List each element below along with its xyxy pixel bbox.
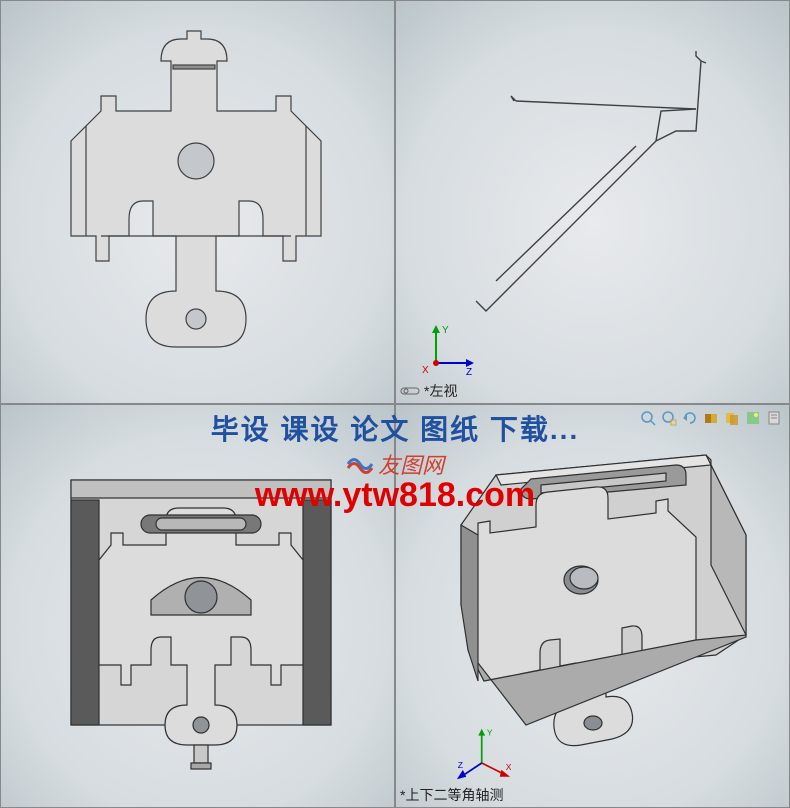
rotate-view-icon[interactable]: [681, 409, 699, 427]
view-toolbar: [639, 409, 783, 427]
display-style-icon[interactable]: [723, 409, 741, 427]
view-settings-icon[interactable]: [765, 409, 783, 427]
viewport-left[interactable]: Y Z X *左视: [395, 0, 790, 404]
view-triad: Y Z X: [416, 323, 476, 383]
zoom-area-icon[interactable]: [660, 409, 678, 427]
svg-text:X: X: [506, 762, 512, 772]
view-triad: Y X Z: [456, 727, 516, 787]
viewport-label: *上下二等角轴测: [400, 785, 503, 805]
part-shaded-view: [1, 405, 395, 808]
zoom-fit-icon[interactable]: [639, 409, 657, 427]
svg-text:Z: Z: [466, 367, 472, 378]
viewport-label-text: *上下二等角轴测: [400, 785, 503, 805]
projection-icon: [400, 385, 420, 397]
part-front-view: [1, 1, 395, 404]
section-view-icon[interactable]: [702, 409, 720, 427]
viewport-grid: Y Z X *左视: [0, 0, 790, 808]
svg-text:Y: Y: [487, 728, 493, 738]
viewport-label: *左视: [400, 381, 457, 401]
viewport-shaded[interactable]: [0, 404, 395, 808]
scene-icon[interactable]: [744, 409, 762, 427]
svg-text:Z: Z: [458, 760, 463, 770]
viewport-isometric[interactable]: Y X Z *上下二等角轴测: [395, 404, 790, 808]
viewport-front[interactable]: [0, 0, 395, 404]
viewport-label-text: *左视: [424, 381, 457, 401]
svg-text:X: X: [422, 365, 429, 376]
svg-text:Y: Y: [442, 325, 449, 336]
